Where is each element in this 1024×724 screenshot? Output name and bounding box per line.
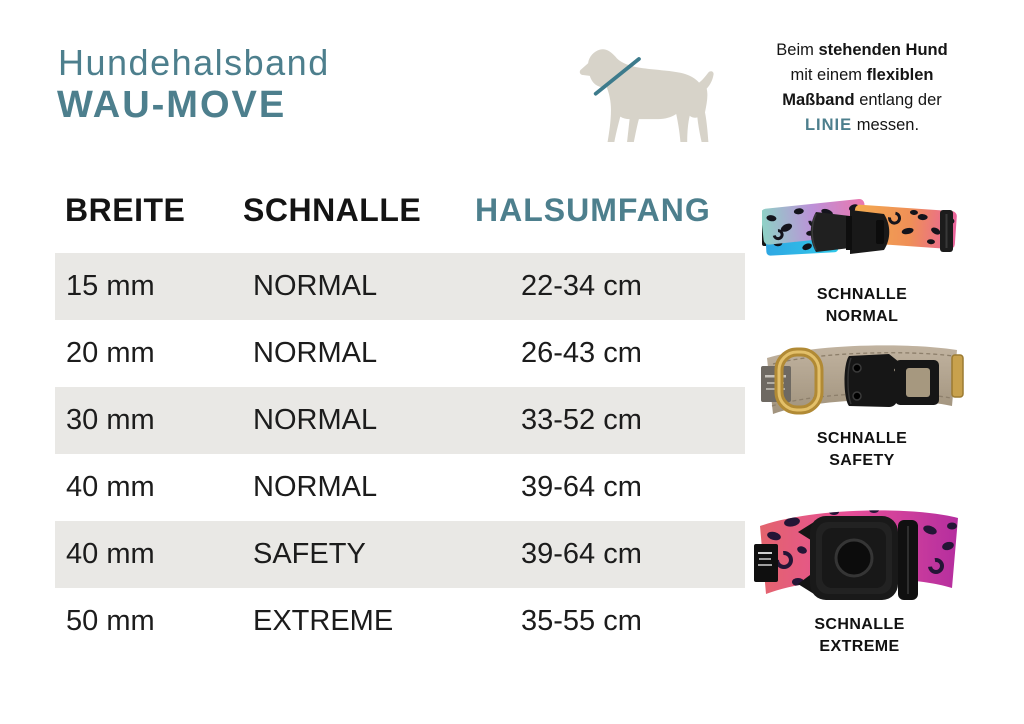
- halsumfang-value: 39-64 cm: [521, 471, 642, 503]
- halsumfang-value: 39-64 cm: [521, 538, 642, 570]
- product-name-title: WAU-MOVE: [57, 84, 287, 126]
- note-line: Maßband entlang der: [782, 91, 942, 109]
- neck-measure-line: [593, 57, 641, 96]
- schnalle-value: EXTREME: [253, 605, 394, 637]
- extreme-buckle: [798, 516, 918, 600]
- size-table-header: BREITE SCHNALLE HALSUMFANG: [55, 192, 745, 232]
- breite-value: 30 mm: [66, 404, 155, 436]
- schnalle-value: NORMAL: [253, 404, 378, 436]
- breite-value: 50 mm: [66, 605, 155, 637]
- table-row: 50 mm EXTREME 35-55 cm: [55, 588, 745, 655]
- collar-image-extreme: [754, 510, 958, 600]
- collar-image-normal: [762, 198, 957, 256]
- note-line: mit einem flexiblen: [790, 66, 934, 84]
- breite-value: 20 mm: [66, 337, 155, 369]
- breite-value: 40 mm: [66, 538, 155, 570]
- measure-instruction-text: Beim stehenden Hund mit einem flexiblen …: [745, 38, 979, 138]
- table-row: 30 mm NORMAL 33-52 cm: [55, 387, 745, 454]
- product-type-title: Hundehalsband: [58, 42, 330, 83]
- halsumfang-value: 33-52 cm: [521, 404, 642, 436]
- breite-value: 40 mm: [66, 471, 155, 503]
- schnalle-value: NORMAL: [253, 337, 378, 369]
- brand-tag: [754, 544, 778, 582]
- breite-value: 15 mm: [66, 270, 155, 302]
- column-header-breite: BREITE: [65, 192, 186, 228]
- dog-measure-line-icon: [579, 49, 714, 142]
- note-line: Beim stehenden Hund: [776, 41, 948, 59]
- halsumfang-value: 22-34 cm: [521, 270, 642, 302]
- schnalle-value: SAFETY: [253, 538, 366, 570]
- product-label-safety: SCHNALLE SAFETY: [816, 430, 908, 469]
- table-row: 40 mm SAFETY 39-64 cm: [55, 521, 745, 588]
- product-label-extreme: SCHNALLE EXTREME: [814, 616, 905, 655]
- column-header-halsumfang: HALSUMFANG: [475, 192, 711, 228]
- halsumfang-value: 35-55 cm: [521, 605, 642, 637]
- schnalle-value: NORMAL: [253, 471, 378, 503]
- table-row: 20 mm NORMAL 26-43 cm: [55, 320, 745, 387]
- collar-image-safety: [761, 345, 964, 415]
- product-label-normal: SCHNALLE NORMAL: [816, 286, 908, 325]
- table-row: 40 mm NORMAL 39-64 cm: [55, 454, 745, 521]
- table-row: 15 mm NORMAL 22-34 cm: [55, 253, 745, 320]
- cobra-safety-buckle: [844, 354, 939, 407]
- note-line: LINIE messen.: [804, 116, 920, 134]
- column-header-schnalle: SCHNALLE: [243, 192, 422, 228]
- schnalle-value: NORMAL: [253, 270, 378, 302]
- halsumfang-value: 26-43 cm: [521, 337, 642, 369]
- side-release-buckle: [810, 210, 890, 254]
